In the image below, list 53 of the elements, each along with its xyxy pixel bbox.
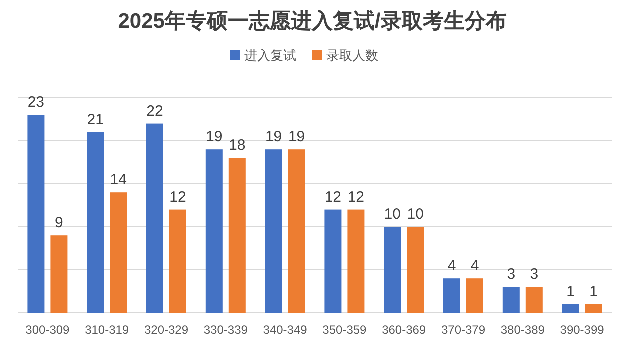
chart-title: 2025年专硕一志愿进入复试/录取考生分布 [118, 10, 507, 33]
bar [585, 304, 602, 313]
bar [87, 132, 104, 313]
data-label: 4 [448, 258, 456, 275]
data-label: 22 [146, 102, 164, 120]
bar [146, 124, 164, 313]
bar [50, 236, 68, 313]
bar [170, 210, 186, 313]
legend-label: 进入复试 [244, 48, 296, 63]
x-tick-label: 360-369 [382, 323, 426, 337]
bar [502, 287, 520, 313]
bar [466, 278, 484, 313]
x-tick-label: 370-379 [441, 323, 486, 337]
data-label: 12 [324, 188, 342, 206]
bar [562, 304, 580, 313]
bar [526, 287, 543, 313]
data-label: 12 [348, 188, 365, 206]
bar [444, 278, 460, 313]
x-tick-label: 330-339 [204, 323, 248, 337]
data-label: 18 [229, 137, 246, 154]
bar [288, 150, 306, 313]
x-tick-label: 320-329 [144, 323, 189, 337]
data-label: 1 [590, 283, 598, 300]
data-label: 19 [288, 128, 306, 146]
data-label: 3 [530, 266, 539, 284]
bar [407, 227, 424, 313]
x-tick-label: 310-319 [85, 323, 130, 337]
bar [28, 115, 45, 313]
legend-label: 录取人数 [326, 48, 378, 63]
bar [348, 210, 365, 313]
bar [206, 150, 223, 313]
x-tick-label: 300-309 [26, 323, 70, 337]
data-label: 23 [28, 94, 45, 112]
data-label: 19 [206, 128, 223, 146]
data-label: 14 [110, 172, 127, 189]
data-label: 1 [566, 283, 575, 300]
x-tick-label: 340-349 [263, 323, 308, 337]
bar [110, 192, 128, 313]
data-label: 19 [265, 128, 282, 146]
x-tick-label: 390-399 [560, 323, 605, 337]
bar [228, 158, 246, 313]
data-label: 12 [170, 188, 186, 206]
x-tick-label: 350-359 [322, 323, 368, 337]
data-label: 21 [87, 111, 104, 128]
bar [384, 227, 402, 313]
bar [265, 150, 282, 313]
bar [324, 210, 342, 313]
data-label: 4 [470, 258, 480, 275]
data-label: 10 [407, 206, 424, 223]
data-label: 9 [55, 214, 64, 232]
x-tick-label: 380-389 [500, 323, 546, 337]
data-label: 3 [507, 266, 516, 284]
data-label: 10 [384, 206, 401, 223]
